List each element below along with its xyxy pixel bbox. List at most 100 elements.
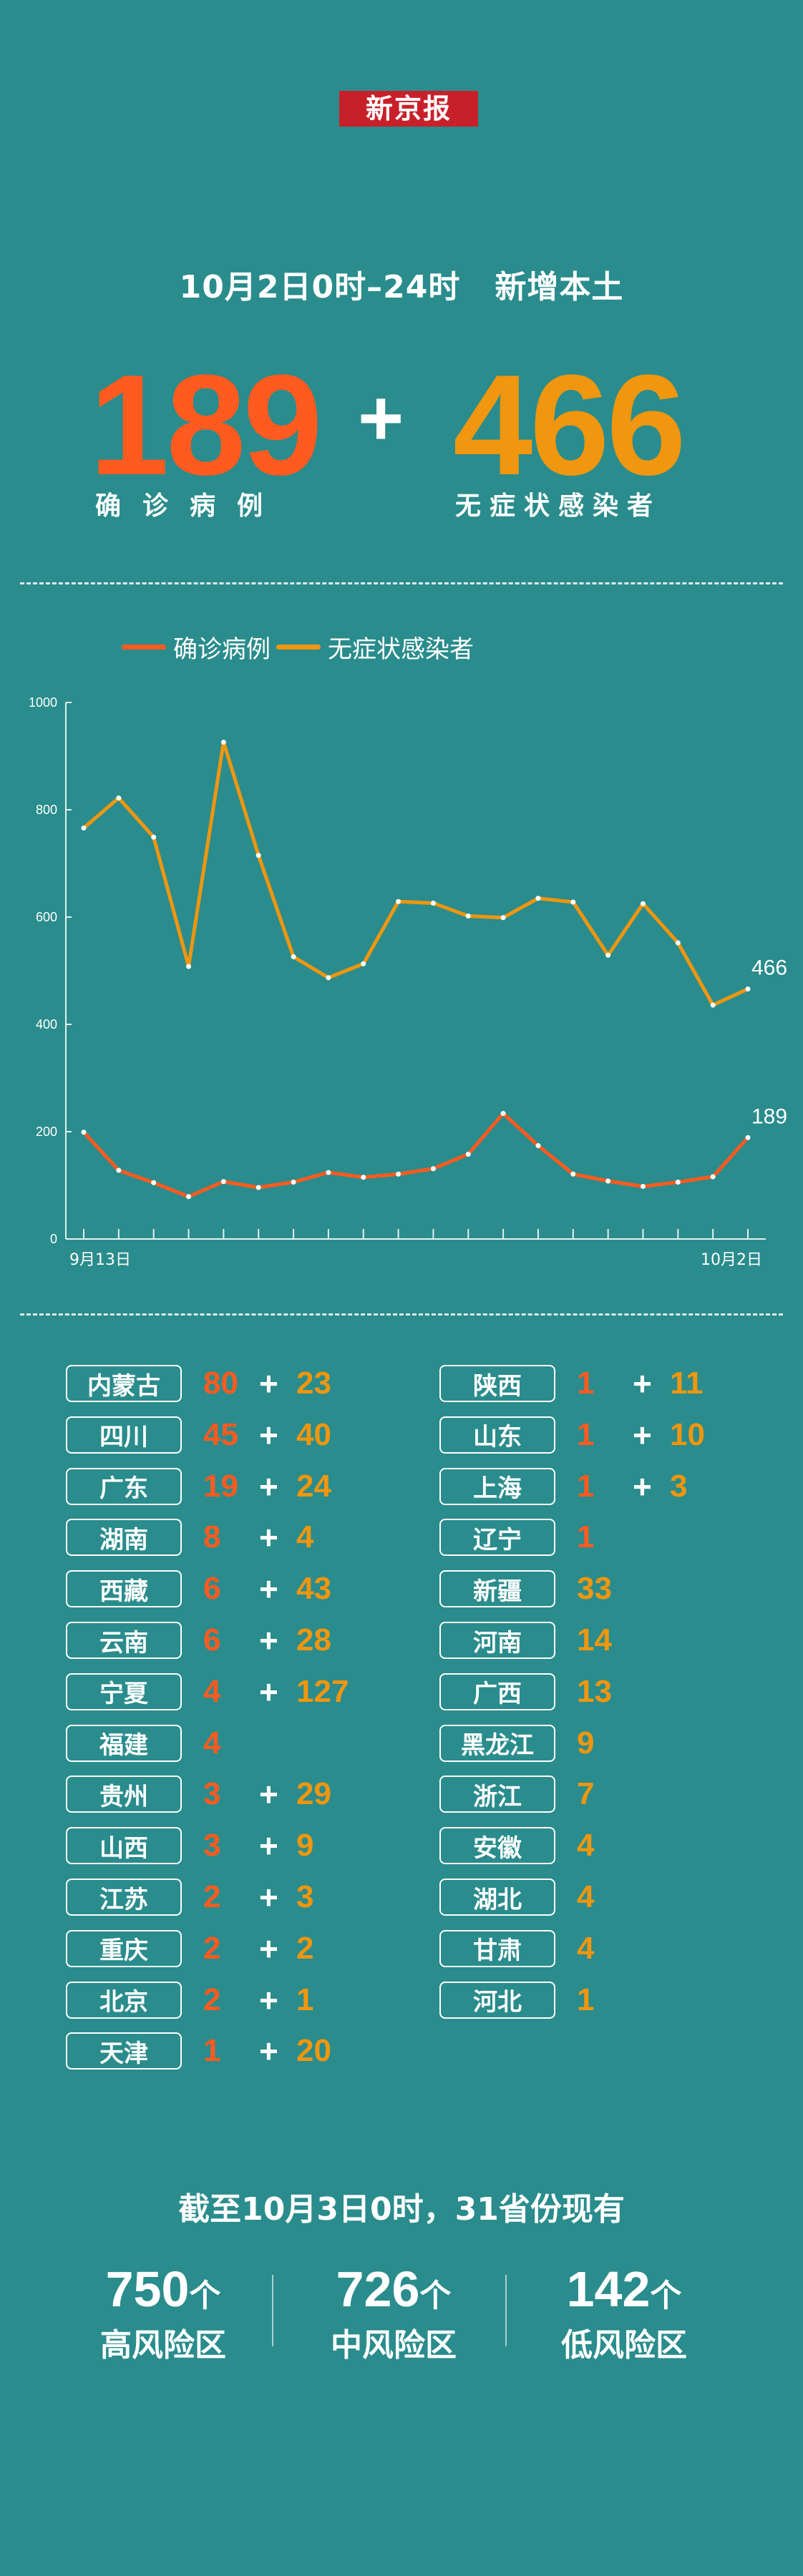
series-line-1 bbox=[82, 740, 750, 1007]
province-asymptomatic: 4 bbox=[577, 1828, 595, 1864]
province-name: 山西 bbox=[66, 1827, 182, 1865]
province-name: 上海 bbox=[439, 1467, 555, 1505]
province-asymptomatic: 43 bbox=[296, 1571, 331, 1607]
province-row: 山东 1 +10 bbox=[439, 1414, 705, 1456]
province-plus: + bbox=[259, 1776, 278, 1813]
data-point bbox=[430, 901, 436, 906]
data-point bbox=[151, 834, 157, 840]
data-point bbox=[535, 1143, 541, 1148]
province-asymptomatic: 9 bbox=[577, 1725, 595, 1760]
province-name: 浙江 bbox=[439, 1776, 555, 1813]
series-line-0 bbox=[82, 1112, 750, 1199]
data-point bbox=[396, 1171, 402, 1177]
province-asymptomatic: 11 bbox=[670, 1366, 704, 1401]
province-row: 山西 3 +9 bbox=[66, 1825, 313, 1866]
y-tick-label: 800 bbox=[36, 803, 57, 817]
province-name: 宁夏 bbox=[66, 1673, 182, 1710]
province-name: 黑龙江 bbox=[439, 1724, 555, 1762]
data-point bbox=[605, 952, 611, 958]
x-tick-label: 9月13日 bbox=[69, 1251, 131, 1269]
province-name: 广西 bbox=[439, 1673, 555, 1710]
y-tick-label: 200 bbox=[36, 1125, 57, 1139]
data-point bbox=[291, 1180, 296, 1185]
risk-low-count: 142 bbox=[566, 2261, 651, 2317]
risk-separator bbox=[272, 2275, 273, 2346]
province-name: 湖南 bbox=[66, 1519, 182, 1557]
risk-medium-unit: 个 bbox=[419, 2278, 452, 2314]
province-row: 内蒙古 80 +23 bbox=[66, 1363, 331, 1404]
province-row: 广西 13 bbox=[439, 1671, 612, 1713]
province-asymptomatic: 29 bbox=[296, 1776, 331, 1812]
data-point bbox=[465, 1152, 471, 1157]
data-point bbox=[675, 1180, 681, 1185]
province-plus: + bbox=[633, 1416, 652, 1454]
province-name: 贵州 bbox=[66, 1776, 182, 1813]
province-asymptomatic: 7 bbox=[577, 1776, 595, 1812]
data-point bbox=[430, 1166, 436, 1172]
trend-chart: 0 200 400 600 800 1000 9月13日 10月2日 189 466 bbox=[29, 695, 787, 1269]
province-name: 广东 bbox=[66, 1467, 182, 1505]
headline: 10月2日0时–24时 新增本土 bbox=[0, 261, 803, 307]
province-confirmed: 1 bbox=[203, 2033, 221, 2069]
data-point bbox=[500, 1111, 506, 1116]
province-confirmed: 19 bbox=[203, 1468, 238, 1504]
province-confirmed: 45 bbox=[203, 1416, 238, 1452]
province-row: 上海 1 +3 bbox=[439, 1466, 687, 1507]
province-asymptomatic: 3 bbox=[670, 1468, 688, 1504]
province-row: 黑龙江 9 bbox=[439, 1723, 594, 1764]
chart-legend: 确诊病例 无症状感染者 bbox=[122, 630, 480, 665]
province-name: 福建 bbox=[66, 1724, 182, 1762]
data-point bbox=[220, 740, 226, 745]
province-plus: + bbox=[259, 1673, 278, 1710]
province-name: 甘肃 bbox=[439, 1929, 555, 1967]
province-asymptomatic: 4 bbox=[296, 1519, 314, 1555]
province-name: 西藏 bbox=[66, 1570, 182, 1608]
risk-high-unit: 个 bbox=[189, 2278, 221, 2314]
legend-item-confirmed: 确诊病例 bbox=[122, 630, 271, 665]
province-plus: + bbox=[259, 1879, 278, 1916]
province-row: 辽宁 1 bbox=[439, 1517, 620, 1558]
province-asymptomatic: 10 bbox=[670, 1416, 705, 1452]
plus-sign: + bbox=[358, 374, 404, 462]
risk-medium-count: 726 bbox=[336, 2261, 420, 2317]
headline-date: 10月2日0时–24时 bbox=[179, 269, 461, 305]
province-row: 西藏 6 +43 bbox=[66, 1568, 331, 1610]
province-name: 安徽 bbox=[439, 1827, 555, 1865]
divider-top bbox=[20, 582, 783, 584]
data-point bbox=[675, 940, 681, 946]
province-row: 广东 19 +24 bbox=[66, 1466, 331, 1507]
province-row: 江苏 2 +3 bbox=[66, 1876, 313, 1918]
total-asymptomatic-label: 无症状感染者 bbox=[455, 491, 662, 521]
province-confirmed: 1 bbox=[577, 1416, 595, 1452]
province-confirmed: 1 bbox=[577, 1468, 595, 1504]
legend-label-confirmed: 确诊病例 bbox=[173, 635, 271, 664]
data-point bbox=[745, 986, 751, 991]
total-confirmed-label: 确诊病例 bbox=[95, 491, 285, 521]
province-row: 河南 14 bbox=[439, 1620, 612, 1661]
logo: 新京报 bbox=[339, 91, 478, 127]
province-asymptomatic: 14 bbox=[577, 1622, 612, 1657]
province-name: 四川 bbox=[66, 1416, 182, 1454]
province-asymptomatic: 23 bbox=[296, 1366, 331, 1401]
province-name: 山东 bbox=[439, 1416, 555, 1454]
province-name: 重庆 bbox=[66, 1929, 182, 1967]
legend-label-asymptomatic: 无症状感染者 bbox=[328, 635, 474, 664]
data-point bbox=[396, 898, 402, 904]
province-name: 湖北 bbox=[439, 1879, 555, 1916]
data-point bbox=[570, 899, 576, 905]
province-asymptomatic: 3 bbox=[296, 1879, 314, 1914]
risk-high-count: 750 bbox=[105, 2261, 190, 2317]
province-confirmed: 2 bbox=[203, 1982, 221, 2017]
province-asymptomatic: 28 bbox=[296, 1622, 331, 1657]
data-point bbox=[151, 1180, 157, 1185]
province-name: 内蒙古 bbox=[66, 1365, 182, 1402]
province-asymptomatic: 20 bbox=[296, 2033, 331, 2069]
data-point bbox=[465, 914, 471, 919]
data-point bbox=[291, 954, 296, 959]
end-value-label: 189 bbox=[751, 1105, 787, 1128]
province-asymptomatic: 24 bbox=[296, 1468, 331, 1504]
province-confirmed: 80 bbox=[203, 1366, 238, 1401]
province-confirmed: 2 bbox=[203, 1879, 221, 1914]
province-row: 四川 45 +40 bbox=[66, 1414, 331, 1456]
data-point bbox=[745, 1135, 751, 1140]
